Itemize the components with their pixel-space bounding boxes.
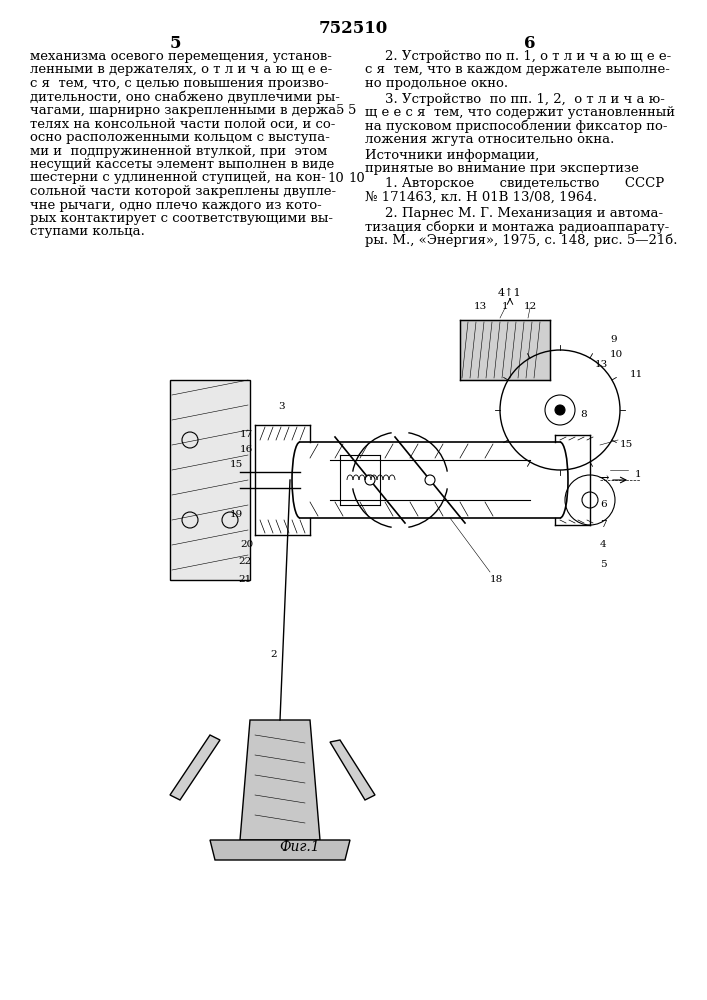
Text: 12: 12 (523, 302, 537, 311)
Polygon shape (460, 320, 550, 380)
Text: 18: 18 (490, 575, 503, 584)
Text: Источники информации,: Источники информации, (365, 148, 539, 161)
Text: 13: 13 (474, 302, 486, 311)
Text: 11: 11 (630, 370, 643, 379)
Text: с я  тем, что, с целью повышения произво-: с я тем, что, с целью повышения произво- (30, 77, 329, 90)
Text: шестерни с удлиненной ступицей, на кон-: шестерни с удлиненной ступицей, на кон- (30, 172, 326, 184)
Text: ленными в держателях, о т л и ч а ю щ е е-: ленными в держателях, о т л и ч а ю щ е … (30, 64, 332, 77)
Text: 13: 13 (595, 360, 608, 369)
Bar (20, 280, 687, 870)
Text: 19: 19 (230, 510, 243, 519)
Text: механизма осевого перемещения, установ-: механизма осевого перемещения, установ- (30, 50, 332, 63)
Text: 5: 5 (169, 35, 181, 52)
Text: 1: 1 (502, 302, 508, 311)
Text: дительности, оно снабжено двуплечими ры-: дительности, оно снабжено двуплечими ры- (30, 91, 340, 104)
Text: 15: 15 (620, 440, 633, 449)
Text: 5: 5 (348, 104, 356, 117)
Text: 10: 10 (610, 350, 624, 359)
Text: принятые во внимание при экспертизе: принятые во внимание при экспертизе (365, 162, 639, 175)
Text: 6: 6 (525, 35, 536, 52)
Text: 22: 22 (238, 557, 251, 566)
Text: № 171463, кл. Н 01В 13/08, 1964.: № 171463, кл. Н 01В 13/08, 1964. (365, 191, 597, 204)
Text: 16: 16 (240, 445, 253, 454)
Text: 1. Авторское      свидетельство      СССР: 1. Авторское свидетельство СССР (385, 178, 665, 190)
Text: с я  тем, что в каждом держателе выполне-: с я тем, что в каждом держателе выполне- (365, 64, 670, 77)
Text: чне рычаги, одно плечо каждого из кото-: чне рычаги, одно плечо каждого из кото- (30, 198, 322, 212)
Text: 5: 5 (600, 560, 607, 569)
Text: 3: 3 (278, 402, 285, 411)
Text: 20: 20 (240, 540, 253, 549)
Text: ступами кольца.: ступами кольца. (30, 226, 145, 238)
Text: 17: 17 (240, 430, 253, 439)
Text: но продольное окно.: но продольное окно. (365, 77, 508, 90)
Text: 4↑1: 4↑1 (498, 288, 522, 298)
Circle shape (425, 475, 435, 485)
Circle shape (365, 475, 375, 485)
Text: чагами, шарнирно закрепленными в держа-: чагами, шарнирно закрепленными в держа- (30, 104, 341, 117)
Text: 21: 21 (238, 575, 251, 584)
Text: Фиг.1: Фиг.1 (280, 840, 320, 854)
Text: 2. Устройство по п. 1, о т л и ч а ю щ е е-: 2. Устройство по п. 1, о т л и ч а ю щ е… (385, 50, 671, 63)
Text: ложения жгута относительно окна.: ложения жгута относительно окна. (365, 133, 614, 146)
Text: 4: 4 (600, 540, 607, 549)
Text: 5: 5 (336, 104, 344, 117)
Text: осно расположенными кольцом с выступа-: осно расположенными кольцом с выступа- (30, 131, 330, 144)
Text: тизация сборки и монтажа радиоаппарату-: тизация сборки и монтажа радиоаппарату- (365, 220, 670, 233)
Text: несущий кассеты элемент выполнен в виде: несущий кассеты элемент выполнен в виде (30, 158, 334, 171)
Text: телях на консольной части полой оси, и со-: телях на консольной части полой оси, и с… (30, 117, 335, 130)
Polygon shape (170, 735, 220, 800)
Text: 2: 2 (270, 650, 276, 659)
Text: 7: 7 (600, 520, 607, 529)
Text: ми и  подпружиненной втулкой, при  этом: ми и подпружиненной втулкой, при этом (30, 144, 327, 157)
Text: ры. М., «Энергия», 1975, с. 148, рис. 5—21б.: ры. М., «Энергия», 1975, с. 148, рис. 5—… (365, 233, 677, 247)
Text: рых контактирует с соответствующими вы-: рых контактирует с соответствующими вы- (30, 212, 333, 225)
Text: 10: 10 (327, 172, 344, 184)
Text: 10: 10 (348, 172, 365, 184)
Polygon shape (330, 740, 375, 800)
Text: щ е е с я  тем, что содержит установленный: щ е е с я тем, что содержит установленны… (365, 106, 675, 119)
Polygon shape (240, 720, 320, 840)
Text: 15: 15 (230, 460, 243, 469)
Text: 752510: 752510 (318, 20, 387, 37)
Text: →: → (598, 472, 609, 485)
Text: 1: 1 (635, 470, 642, 479)
Polygon shape (170, 380, 250, 580)
Text: 3. Устройство  по пп. 1, 2,  о т л и ч а ю-: 3. Устройство по пп. 1, 2, о т л и ч а ю… (385, 93, 665, 105)
Text: 2. Парнес М. Г. Механизация и автома-: 2. Парнес М. Г. Механизация и автома- (385, 207, 663, 220)
Text: 6: 6 (600, 500, 607, 509)
Text: на пусковом приспособлении фиксатор по-: на пусковом приспособлении фиксатор по- (365, 119, 667, 133)
Text: сольной части которой закреплены двупле-: сольной части которой закреплены двупле- (30, 185, 336, 198)
Text: 9: 9 (610, 335, 617, 344)
Circle shape (555, 405, 565, 415)
Polygon shape (210, 840, 350, 860)
Text: 8: 8 (580, 410, 587, 419)
